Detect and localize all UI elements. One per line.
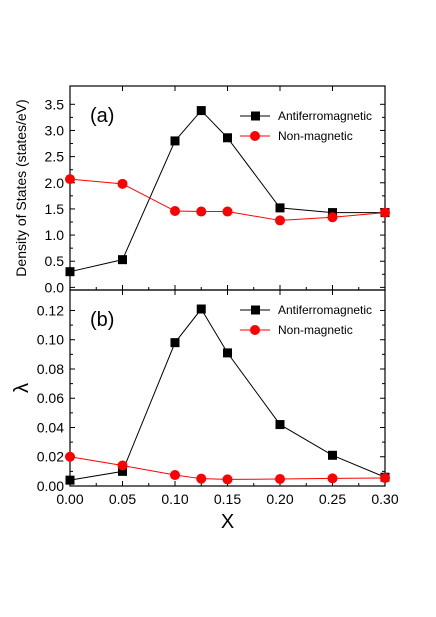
data-point-square: [170, 136, 180, 146]
data-point-circle: [117, 460, 128, 471]
data-point-circle: [275, 215, 285, 226]
y-tick-label: 2.0: [45, 175, 65, 191]
legend-label: Antiferromagnetic: [278, 303, 372, 317]
legend-label: Non-magnetic: [278, 129, 353, 143]
y-axis-title: Density of States (states/eV): [13, 99, 29, 276]
data-point-circle: [275, 473, 285, 484]
y-tick-label: 2.5: [45, 149, 65, 165]
data-point-circle: [170, 470, 180, 481]
legend-label: Antiferromagnetic: [278, 109, 372, 123]
data-point-square: [65, 267, 75, 277]
data-point-circle: [170, 206, 180, 217]
data-point-square: [223, 133, 232, 143]
y-tick-label: 0.08: [37, 361, 64, 377]
y-tick-label: 1.0: [45, 227, 65, 243]
series-line-antiferromagnetic: [69, 308, 386, 481]
data-point-circle: [222, 206, 233, 217]
data-point-square: [65, 475, 75, 485]
data-point-square: [118, 255, 127, 265]
legend-marker-circle: [250, 131, 260, 141]
legend-label: Non-magnetic: [278, 323, 353, 337]
data-point-circle: [65, 451, 75, 462]
data-point-square: [275, 203, 285, 213]
y-tick-label: 0.5: [45, 253, 65, 269]
y-tick-label: 0.06: [37, 390, 64, 406]
y-tick-label: 0.0: [45, 279, 65, 295]
x-tick-label: 0.10: [161, 491, 188, 507]
data-point-square: [196, 106, 206, 116]
legend-marker-circle: [250, 325, 260, 335]
y-tick-label: 0.04: [37, 419, 64, 435]
data-point-square: [170, 338, 180, 348]
data-point-circle: [327, 212, 338, 223]
data-point-square: [196, 304, 206, 314]
y-tick-label: 3.5: [45, 96, 65, 112]
x-tick-label: 0.30: [371, 491, 398, 507]
panel-label: (a): [90, 105, 114, 127]
y-tick-label: 0.00: [37, 478, 64, 494]
legend-marker-square: [251, 305, 260, 315]
x-axis-title: X: [221, 511, 234, 533]
y-tick-label: 0.12: [37, 302, 64, 318]
data-point-circle: [327, 473, 338, 484]
data-point-square: [223, 348, 232, 358]
legend-marker-square: [251, 111, 260, 121]
panel-label: (b): [90, 309, 114, 331]
x-tick-label: 0.15: [214, 491, 241, 507]
data-point-square: [328, 450, 337, 460]
data-point-circle: [222, 474, 233, 485]
data-point-circle: [117, 178, 128, 189]
y-tick-label: 1.5: [45, 201, 65, 217]
data-point-circle: [65, 174, 75, 185]
x-tick-label: 0.20: [266, 491, 293, 507]
y-tick-label: 0.10: [37, 332, 64, 348]
y-tick-label: 3.0: [45, 122, 65, 138]
series-line-non-magnetic: [69, 456, 386, 480]
x-tick-label: 0.00: [56, 491, 83, 507]
data-point-circle: [380, 207, 390, 218]
plot-frame-1: [69, 289, 386, 487]
data-point-square: [275, 420, 285, 430]
data-point-circle: [380, 472, 390, 483]
y-axis-title: λ: [11, 383, 33, 393]
data-point-circle: [196, 206, 207, 217]
x-tick-label: 0.25: [319, 491, 346, 507]
x-tick-label: 0.05: [109, 491, 136, 507]
series-line-antiferromagnetic: [69, 109, 385, 273]
data-point-circle: [196, 473, 207, 484]
y-tick-label: 0.02: [37, 449, 64, 465]
series-line-non-magnetic: [69, 178, 386, 221]
data-point-square: [118, 466, 127, 476]
